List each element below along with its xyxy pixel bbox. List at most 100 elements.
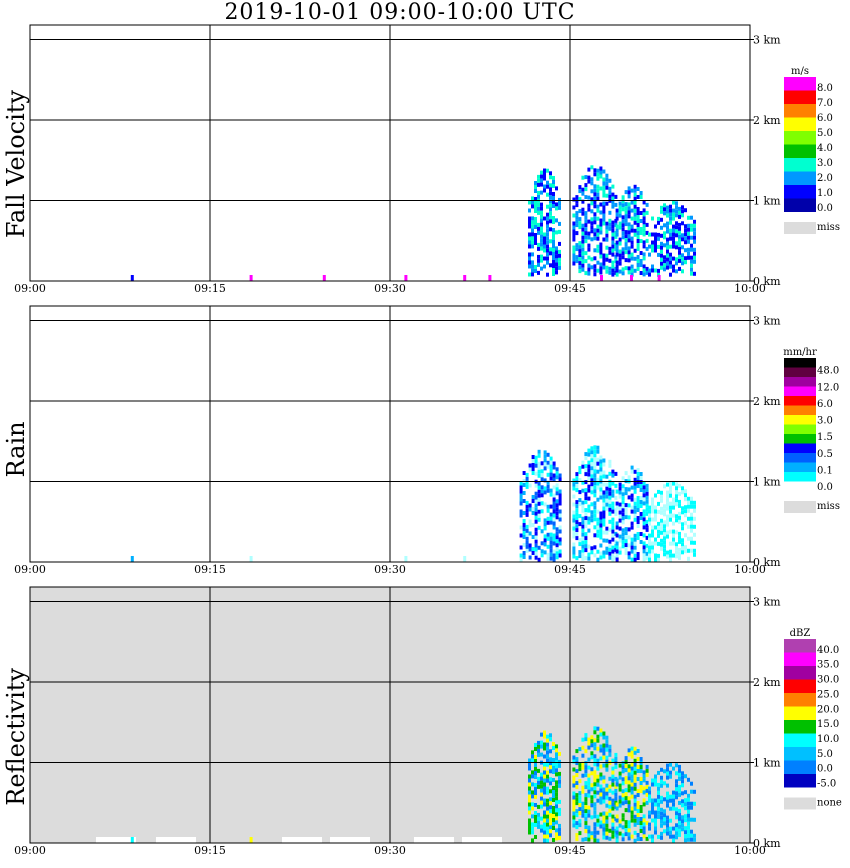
echo-cell [531, 790, 534, 795]
echo-cell [575, 524, 579, 529]
echo-cell [546, 216, 549, 221]
echo-cell [608, 808, 612, 813]
echo-cell [605, 755, 609, 760]
echo-cell [675, 791, 678, 796]
echo-cell [590, 815, 594, 820]
echo-cell [636, 520, 640, 524]
echo-cell [596, 208, 600, 213]
echo-cell [602, 169, 606, 174]
echo-cell [633, 553, 637, 558]
echo-cell [651, 216, 654, 221]
echo-cell [605, 538, 609, 543]
echo-cell [605, 735, 609, 740]
echo-cell [660, 209, 663, 214]
echo-cell [587, 263, 591, 268]
echo-cell [519, 557, 523, 562]
echo-cell [651, 501, 654, 506]
echo-cell [693, 540, 696, 545]
echo-cell [684, 248, 687, 253]
echo-cell [537, 501, 541, 506]
echo-cell [534, 535, 538, 540]
echo-cell [669, 509, 672, 514]
echo-cell [593, 168, 597, 173]
echo-cell [624, 800, 628, 805]
echo-cell [675, 771, 678, 776]
echo-cell [645, 523, 649, 528]
echo-cell [621, 247, 625, 252]
echo-cell [605, 819, 609, 824]
echo-cell [690, 789, 693, 794]
echo-cell [678, 539, 681, 544]
echo-cell [648, 513, 651, 518]
echo-cell [587, 544, 591, 549]
echo-cell [633, 838, 637, 843]
echo-cell [546, 814, 549, 819]
echo-cell [648, 533, 651, 538]
echo-cell [690, 243, 693, 248]
echo-cell [549, 733, 552, 738]
echo-cell [599, 531, 603, 536]
echo-cell [596, 204, 600, 209]
echo-cell [672, 834, 675, 839]
legend-unit: dBZ [790, 628, 811, 639]
legend-value: 15.0 [817, 719, 839, 730]
echo-cell [549, 813, 552, 818]
echo-cell [602, 253, 606, 258]
echo-cell [581, 251, 585, 256]
echo-cell [660, 522, 663, 527]
echo-cell [633, 497, 637, 502]
echo-cell [654, 248, 657, 253]
echo-cell [540, 258, 543, 263]
echo-cell [584, 183, 588, 188]
echo-cell [660, 799, 663, 804]
echo-cell [578, 221, 582, 226]
echo-cell [657, 232, 660, 237]
echo-cell [584, 456, 588, 461]
echo-cell [605, 177, 609, 182]
echo-cell [546, 180, 549, 185]
echo-cell [645, 780, 649, 785]
echo-cell [624, 471, 628, 476]
echo-cell [681, 237, 684, 242]
echo-cell [537, 752, 540, 757]
height-tick-label: 1 km [753, 476, 781, 489]
echo-cell [621, 255, 625, 260]
echo-cell [642, 272, 646, 277]
echo-cell [678, 776, 681, 781]
echo-cell [669, 541, 672, 546]
echo-cell [642, 521, 646, 526]
echo-cell [621, 251, 625, 256]
legend-swatch [784, 472, 816, 482]
echo-cell [552, 501, 556, 506]
echo-cell [654, 236, 657, 241]
echo-cell [669, 232, 672, 237]
echo-cell [575, 781, 579, 786]
echo-cell [558, 541, 562, 546]
echo-cell [645, 764, 649, 769]
echo-cell [549, 789, 552, 794]
echo-cell [590, 755, 594, 760]
echo-cell [599, 543, 603, 548]
echo-cell [618, 225, 622, 230]
echo-cell [596, 746, 600, 751]
echo-cell [660, 217, 663, 222]
echo-cell [549, 809, 552, 814]
legend-value: 3.0 [817, 158, 833, 169]
echo-cell [534, 763, 537, 767]
echo-cell [642, 216, 646, 221]
echo-cell [581, 520, 585, 525]
echo-cell [605, 253, 609, 258]
echo-cell [642, 509, 646, 514]
echo-cell [534, 201, 537, 205]
echo-cell [602, 181, 606, 186]
echo-cell [540, 553, 544, 558]
echo-cell [633, 782, 637, 787]
echo-cell [669, 501, 672, 506]
echo-cell [639, 821, 643, 825]
echo-cell [633, 774, 637, 779]
echo-cell [531, 204, 534, 209]
echo-cell [627, 487, 631, 492]
echo-cell [540, 473, 544, 478]
echo-cell [596, 830, 600, 835]
echo-cell [534, 495, 538, 500]
